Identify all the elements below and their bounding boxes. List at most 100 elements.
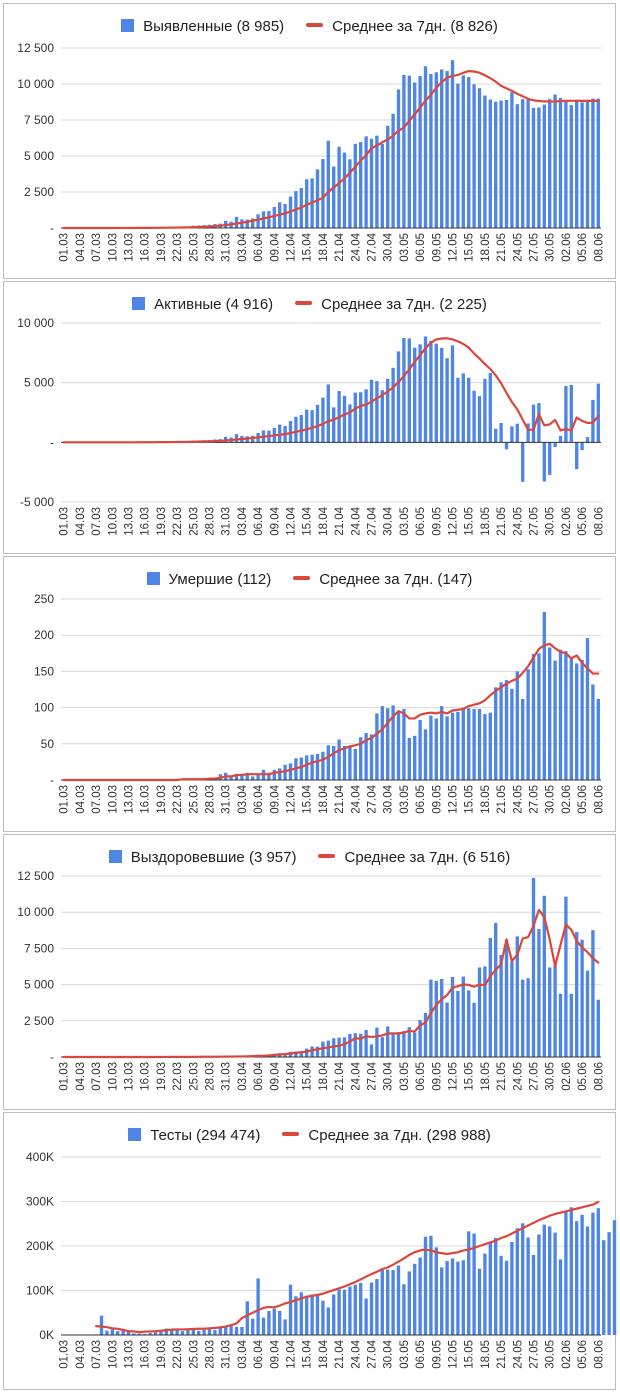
x-tick-label: 06.04 [253,1339,265,1368]
bar-16.05 [472,709,476,780]
bar-17.03 [148,1333,152,1335]
bar-26.05 [526,99,530,229]
y-tick-label: - [50,435,54,449]
bar-29.04 [380,390,384,443]
bar-08.06 [596,383,600,443]
legend-bar-swatch [128,1128,142,1141]
y-tick-label: - [50,773,54,787]
x-tick-label: 25.03 [188,785,200,814]
bar-30.04 [386,1026,390,1057]
bar-27.03 [202,1329,206,1335]
bar-18.04 [321,1041,325,1057]
bar-23.05 [510,1242,514,1335]
x-tick-label: 06.05 [415,1062,427,1091]
bar-06.05 [418,1019,422,1057]
bar-23.04 [348,1286,352,1335]
bar-07.06 [591,1212,595,1336]
bar-09.04 [272,769,276,780]
x-tick-label: 03.05 [399,1340,411,1369]
x-tick-label: 03.04 [237,1339,249,1368]
bar-24.04 [353,392,357,443]
x-tick-label: 19.03 [156,1340,168,1369]
bar-15.05 [467,1231,471,1335]
bar-22.04 [342,152,347,228]
bar-09.04 [272,206,276,228]
bar-14.04 [299,757,303,780]
bar-24.05 [515,104,519,228]
x-tick-label: 09.05 [431,1340,443,1369]
x-tick-label: 27.04 [367,784,379,813]
x-tick-label: 22.03 [172,507,184,536]
x-tick-label: 22.03 [172,1340,184,1369]
bar-02.06 [564,385,568,443]
bar-28.04 [375,1278,379,1335]
x-tick-label: 27.05 [529,507,541,536]
bar-20.05 [494,922,498,1057]
bar-13.05 [456,1261,460,1335]
x-tick-label: 15.05 [464,785,476,814]
bar-27.04 [369,1044,374,1057]
bar-07.06 [591,98,595,229]
bar-07.06 [591,930,595,1057]
chart-legend: Выявленные (8 985) Среднее за 7дн. (8 826… [4,18,615,35]
bar-07.04 [261,1317,266,1335]
bar-18.05 [483,714,487,780]
bar-13.03 [126,1330,131,1335]
bar-29.05 [542,895,546,1057]
x-tick-label: 09.05 [431,233,443,262]
bar-08.05 [429,715,433,780]
y-tick-label: 400K [26,1150,54,1164]
bar-05.05 [413,735,417,780]
bar-06.05 [418,719,422,780]
x-tick-label: 06.04 [253,1061,265,1090]
bar-25.04 [359,142,363,228]
bar-04.05 [407,338,411,443]
bar-12.05 [450,345,455,443]
x-tick-label: 03.05 [399,785,411,814]
bar-21.05 [499,954,503,1057]
bar-14.05 [461,373,465,443]
bar-30.04 [386,378,390,443]
bar-02.04 [234,1326,239,1335]
x-tick-label: 30.04 [383,232,395,261]
x-tick-label: 27.05 [529,1340,541,1369]
bar-28.05 [537,1234,541,1335]
x-tick-label: 12.05 [448,785,460,814]
bar-26.05 [526,978,530,1057]
bar-04.04 [245,1301,249,1335]
bar-30.05 [548,99,552,228]
x-tick-label: 12.05 [448,507,460,536]
bar-23.03 [180,1331,185,1335]
x-tick-label: 21.04 [334,1061,346,1090]
bar-19.05 [488,372,492,443]
bar-14.05 [461,1260,465,1335]
bar-30.04 [386,708,390,780]
bar-13.04 [294,1296,298,1335]
x-tick-label: 09.05 [431,507,443,536]
x-tick-label: 22.03 [172,233,184,262]
bar-15.04 [305,409,309,443]
bar-29.05 [542,1224,546,1335]
bar-10.04 [278,424,282,443]
bar-29.03 [213,1330,217,1335]
bar-29.05 [542,442,546,482]
x-tick-label: 30.04 [383,506,395,535]
bar-03.06 [569,105,573,228]
x-tick-label: 03.05 [399,233,411,262]
bar-02.06 [564,651,568,780]
legend-bar-label: Умершие (112) [168,571,272,588]
x-tick-label: 22.03 [172,1062,184,1091]
x-tick-label: 24.05 [512,785,524,814]
bar-24.04 [353,1033,357,1057]
bar-13.05 [456,990,460,1057]
bar-08.05 [429,979,433,1057]
bar-08.06 [596,98,600,229]
bar-05.06 [580,102,584,228]
legend-bar-swatch [146,572,160,585]
x-tick-label: 27.04 [367,232,379,261]
x-tick-label: 05.06 [577,507,589,536]
x-tick-label: 19.03 [156,507,168,536]
x-tick-label: 15.05 [464,233,476,262]
y-tick-label: -5 000 [20,495,54,509]
bar-05.05 [413,1032,417,1057]
